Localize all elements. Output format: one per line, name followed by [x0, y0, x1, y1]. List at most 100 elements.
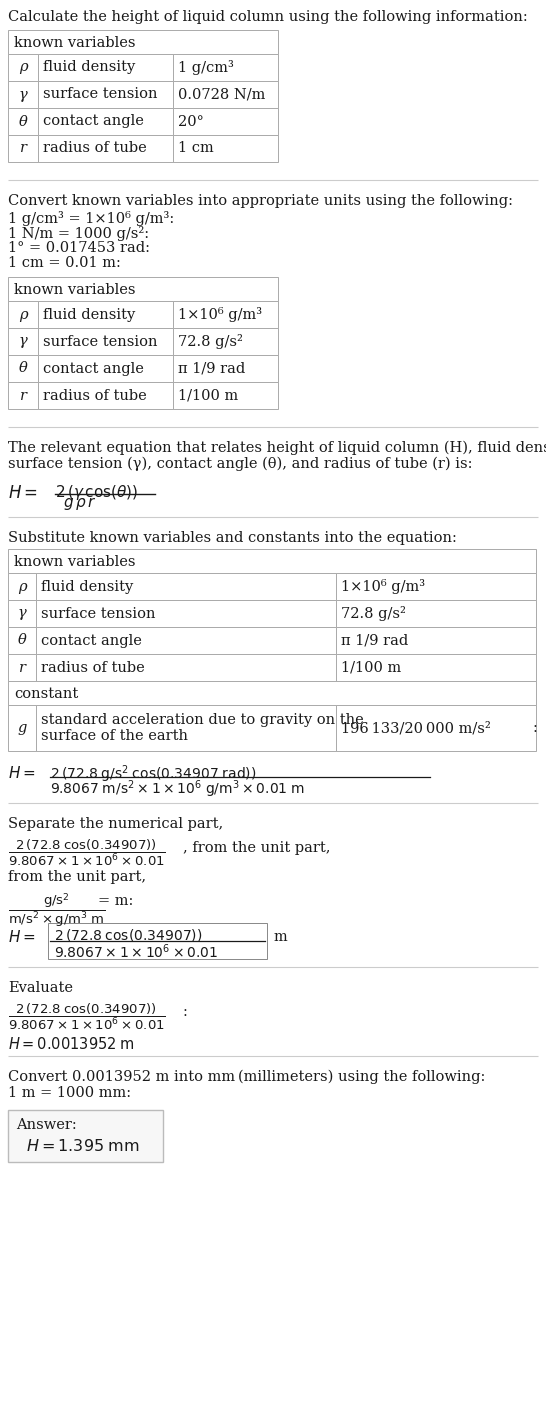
- Bar: [8, 1110, 163, 1162]
- Text: ρ: ρ: [17, 580, 26, 594]
- Text: surface tension: surface tension: [41, 607, 156, 621]
- Bar: [8, 82, 38, 108]
- Text: fluid density: fluid density: [41, 580, 133, 594]
- Text: fluid density: fluid density: [43, 307, 135, 321]
- Bar: [173, 355, 278, 382]
- Text: $H = 1.395\;\mathrm{mm}$: $H = 1.395\;\mathrm{mm}$: [26, 1138, 140, 1155]
- Bar: [36, 627, 336, 653]
- Text: ρ: ρ: [19, 307, 27, 321]
- Bar: [38, 301, 173, 328]
- Text: surface tension: surface tension: [43, 335, 157, 349]
- Bar: [336, 600, 536, 627]
- Text: surface of the earth: surface of the earth: [41, 729, 188, 743]
- Bar: [173, 135, 278, 162]
- Bar: [8, 135, 38, 162]
- Text: :: :: [532, 721, 537, 735]
- Bar: [8, 328, 38, 355]
- Text: 196 133/20 000 m/s²: 196 133/20 000 m/s²: [341, 721, 491, 735]
- Text: 1/100 m: 1/100 m: [341, 660, 401, 674]
- Text: 1/100 m: 1/100 m: [178, 389, 238, 403]
- Text: $H =$: $H =$: [8, 765, 35, 781]
- Bar: [8, 549, 536, 573]
- Bar: [8, 653, 36, 681]
- Bar: [36, 705, 336, 750]
- Text: $2\,(72.8\;\cos(0.34907))$: $2\,(72.8\;\cos(0.34907))$: [54, 926, 203, 943]
- Text: θ: θ: [19, 362, 27, 376]
- Text: $\dfrac{2\,(72.8\;\cos(0.34907))}{9.8067\times1\times10^{6}\times0.01}$: $\dfrac{2\,(72.8\;\cos(0.34907))}{9.8067…: [8, 1002, 166, 1032]
- Bar: [8, 301, 38, 328]
- Bar: [173, 108, 278, 135]
- Text: $H =$: $H =$: [8, 484, 38, 501]
- Bar: [36, 653, 336, 681]
- Text: $9.8067\times1\times10^{6}\times0.01$: $9.8067\times1\times10^{6}\times0.01$: [54, 942, 218, 960]
- Text: m: m: [273, 931, 287, 943]
- Text: Convert 0.0013952 m into mm (millimeters) using the following:: Convert 0.0013952 m into mm (millimeters…: [8, 1070, 485, 1084]
- Text: known variables: known variables: [14, 283, 135, 297]
- Text: :: :: [183, 1005, 188, 1019]
- Text: r: r: [19, 660, 26, 674]
- Text: $g\,\rho\,r$: $g\,\rho\,r$: [63, 496, 97, 513]
- Bar: [48, 924, 267, 959]
- Bar: [8, 573, 36, 600]
- Text: $2\,(\gamma\,\cos(\theta))$: $2\,(\gamma\,\cos(\theta))$: [55, 483, 138, 503]
- Text: $9.8067\;\mathrm{m/s^2}\times1\times10^{6}\;\mathrm{g/m^3}\times0.01\;\mathrm{m}: $9.8067\;\mathrm{m/s^2}\times1\times10^{…: [50, 779, 305, 800]
- Bar: [8, 681, 536, 705]
- Text: known variables: known variables: [14, 37, 135, 51]
- Text: $H = 0.0013952\;\mathrm{m}$: $H = 0.0013952\;\mathrm{m}$: [8, 1036, 135, 1052]
- Text: θ: θ: [19, 114, 27, 128]
- Text: 1 N/m = 1000 g/s²:: 1 N/m = 1000 g/s²:: [8, 227, 149, 241]
- Bar: [8, 600, 36, 627]
- Text: $2\,(72.8\;\mathrm{g/s^2}\;\cos(0.34907\;\mathrm{rad}))$: $2\,(72.8\;\mathrm{g/s^2}\;\cos(0.34907\…: [50, 763, 257, 784]
- Text: 1 cm = 0.01 m:: 1 cm = 0.01 m:: [8, 256, 121, 270]
- Text: π 1/9 rad: π 1/9 rad: [341, 634, 408, 648]
- Text: $H =$: $H =$: [8, 929, 35, 945]
- Text: Evaluate: Evaluate: [8, 981, 73, 995]
- Text: γ: γ: [19, 87, 27, 101]
- Bar: [8, 108, 38, 135]
- Text: contact angle: contact angle: [43, 362, 144, 376]
- Text: radius of tube: radius of tube: [43, 389, 147, 403]
- Text: Separate the numerical part,: Separate the numerical part,: [8, 817, 223, 831]
- Text: constant: constant: [14, 687, 78, 701]
- Bar: [36, 573, 336, 600]
- Bar: [8, 277, 278, 301]
- Bar: [8, 355, 38, 382]
- Bar: [336, 653, 536, 681]
- Bar: [336, 705, 536, 750]
- Text: = m:: = m:: [98, 894, 133, 908]
- Text: θ: θ: [17, 634, 26, 648]
- Bar: [38, 382, 173, 408]
- Text: radius of tube: radius of tube: [43, 141, 147, 155]
- Text: γ: γ: [17, 607, 26, 621]
- Text: 1 m = 1000 mm:: 1 m = 1000 mm:: [8, 1086, 131, 1100]
- Bar: [38, 82, 173, 108]
- Bar: [8, 54, 38, 82]
- Text: known variables: known variables: [14, 555, 135, 569]
- Text: The relevant equation that relates height of liquid column (H), fluid density (ρ: The relevant equation that relates heigh…: [8, 441, 546, 455]
- Bar: [38, 328, 173, 355]
- Text: fluid density: fluid density: [43, 61, 135, 75]
- Text: π 1/9 rad: π 1/9 rad: [178, 362, 245, 376]
- Text: $\dfrac{2\,(72.8\;\cos(0.34907))}{9.8067\times1\times10^{6}\times0.01}$: $\dfrac{2\,(72.8\;\cos(0.34907))}{9.8067…: [8, 838, 166, 869]
- Text: r: r: [20, 141, 27, 155]
- Text: from the unit part,: from the unit part,: [8, 870, 146, 884]
- Text: radius of tube: radius of tube: [41, 660, 145, 674]
- Text: standard acceleration due to gravity on the: standard acceleration due to gravity on …: [41, 712, 364, 727]
- Text: $\dfrac{\mathrm{g/s^2}}{\mathrm{m/s^2\times g/m^3\;m}}$: $\dfrac{\mathrm{g/s^2}}{\mathrm{m/s^2\ti…: [8, 891, 105, 929]
- Bar: [38, 54, 173, 82]
- Text: surface tension (γ), contact angle (θ), and radius of tube (r) is:: surface tension (γ), contact angle (θ), …: [8, 458, 472, 472]
- Text: 1 cm: 1 cm: [178, 141, 213, 155]
- Bar: [173, 301, 278, 328]
- Bar: [173, 82, 278, 108]
- Text: surface tension: surface tension: [43, 87, 157, 101]
- Bar: [36, 600, 336, 627]
- Bar: [8, 705, 36, 750]
- Bar: [336, 627, 536, 653]
- Text: Calculate the height of liquid column using the following information:: Calculate the height of liquid column us…: [8, 10, 528, 24]
- Text: 1° = 0.017453 rad:: 1° = 0.017453 rad:: [8, 241, 150, 255]
- Text: ρ: ρ: [19, 61, 27, 75]
- Bar: [38, 108, 173, 135]
- Text: 72.8 g/s²: 72.8 g/s²: [178, 334, 243, 349]
- Text: g: g: [17, 721, 27, 735]
- Text: 0.0728 N/m: 0.0728 N/m: [178, 87, 265, 101]
